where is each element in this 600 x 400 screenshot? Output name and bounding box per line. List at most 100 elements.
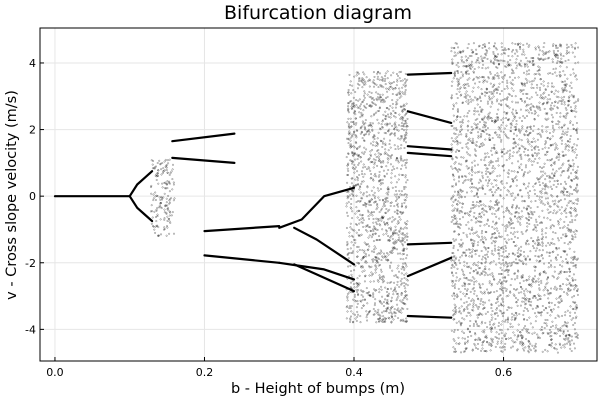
scatter-point (350, 207, 353, 210)
scatter-point (465, 249, 468, 252)
scatter-point (492, 95, 495, 98)
scatter-point (505, 279, 508, 282)
scatter-point (529, 131, 532, 134)
scatter-point (386, 124, 388, 127)
scatter-point (165, 169, 168, 172)
scatter-point (569, 135, 572, 137)
scatter-point (525, 130, 528, 133)
scatter-point (477, 196, 479, 199)
scatter-point (500, 310, 503, 313)
scatter-point (493, 42, 496, 45)
scatter-point (477, 134, 480, 137)
scatter-point (459, 322, 462, 325)
scatter-point (473, 205, 476, 208)
scatter-point (469, 67, 472, 69)
scatter-point (484, 94, 487, 97)
scatter-point (456, 194, 459, 196)
scatter-point (494, 247, 496, 250)
scatter-point (531, 326, 534, 329)
scatter-point (538, 255, 541, 258)
scatter-point (557, 158, 560, 161)
scatter-point (404, 122, 407, 125)
scatter-point (378, 239, 381, 241)
scatter-point (553, 162, 556, 165)
scatter-point (563, 271, 566, 274)
scatter-point (538, 283, 541, 286)
scatter-point (541, 167, 543, 170)
scatter-point (468, 137, 471, 140)
scatter-point (499, 346, 502, 349)
scatter-point (464, 95, 467, 98)
scatter-point (465, 65, 468, 68)
scatter-point (352, 121, 355, 124)
scatter-point (510, 263, 513, 266)
scatter-point (526, 109, 529, 112)
scatter-point (476, 323, 478, 326)
scatter-point (554, 54, 557, 57)
scatter-point (365, 316, 368, 319)
scatter-point (543, 216, 546, 219)
scatter-point (498, 128, 501, 131)
scatter-point (384, 117, 387, 120)
scatter-point (500, 312, 503, 315)
scatter-point (358, 218, 361, 221)
scatter-point (452, 185, 455, 188)
scatter-point (166, 204, 169, 207)
scatter-point (352, 160, 355, 163)
scatter-point (380, 181, 383, 184)
scatter-point (358, 248, 361, 251)
scatter-point (538, 287, 541, 290)
scatter-point (516, 230, 519, 233)
scatter-point (377, 189, 380, 192)
scatter-point (379, 96, 382, 99)
scatter-point (453, 127, 456, 130)
scatter-point (510, 213, 513, 216)
scatter-point (398, 230, 401, 233)
scatter-point (526, 65, 529, 68)
scatter-point (520, 98, 523, 100)
scatter-point (501, 298, 504, 301)
scatter-point (361, 197, 364, 200)
scatter-point (365, 287, 368, 290)
scatter-point (514, 52, 517, 55)
scatter-point (526, 127, 529, 129)
scatter-point (463, 115, 466, 118)
scatter-point (548, 305, 551, 308)
scatter-point (489, 161, 492, 164)
scatter-point (523, 297, 526, 300)
scatter-point (474, 143, 477, 146)
scatter-point (573, 288, 576, 291)
scatter-point (483, 131, 486, 133)
scatter-point (384, 286, 387, 289)
scatter-point (533, 347, 536, 350)
scatter-point (405, 111, 408, 114)
scatter-point (570, 339, 573, 342)
scatter-point (348, 231, 351, 234)
scatter-point (490, 328, 492, 331)
scatter-point (570, 172, 573, 175)
scatter-point (353, 153, 356, 156)
scatter-point (560, 288, 563, 291)
scatter-point (569, 305, 572, 308)
scatter-point (371, 102, 374, 105)
scatter-point (549, 98, 552, 101)
scatter-point (524, 84, 526, 87)
scatter-point (488, 98, 491, 101)
scatter-point (361, 298, 364, 301)
scatter-point (506, 82, 509, 84)
scatter-point (503, 169, 505, 172)
scatter-point (378, 317, 381, 320)
scatter-point (362, 295, 365, 298)
scatter-point (481, 76, 483, 79)
scatter-point (541, 238, 544, 241)
scatter-point (493, 322, 496, 325)
scatter-point (490, 159, 493, 162)
scatter-point (480, 221, 483, 223)
scatter-point (497, 86, 500, 89)
scatter-point (524, 77, 527, 80)
scatter-point (559, 112, 562, 115)
scatter-point (405, 265, 408, 268)
scatter-point (453, 51, 456, 54)
scatter-point (490, 337, 493, 340)
scatter-point (168, 198, 171, 201)
